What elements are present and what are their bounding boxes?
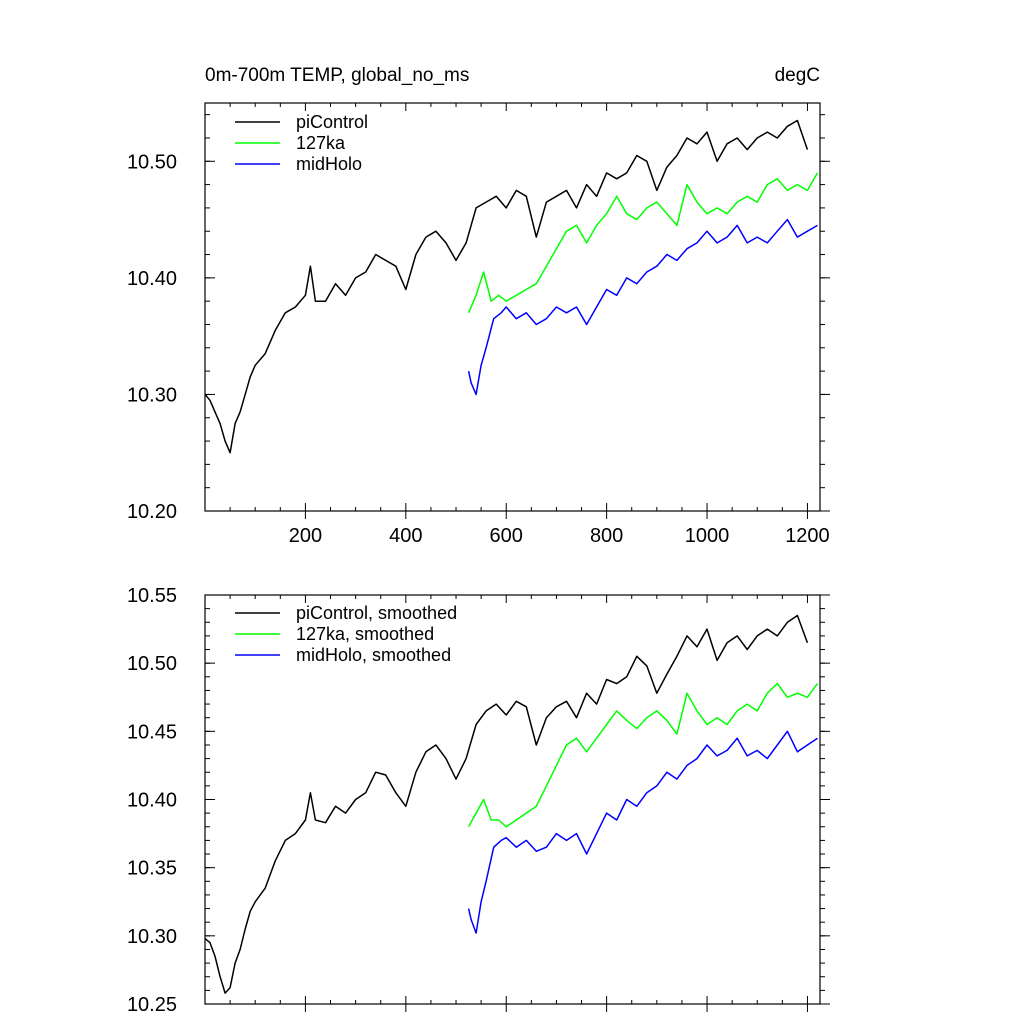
- legend-label-2: midHolo, smoothed: [296, 645, 451, 665]
- legend-label-2: midHolo: [296, 154, 362, 174]
- y-tick-label: 10.45: [127, 721, 177, 743]
- legend-label-1: 127ka, smoothed: [296, 624, 434, 644]
- series-line-2: [467, 218, 818, 396]
- legend-label-0: piControl: [296, 112, 368, 132]
- x-tick-label: 400: [389, 525, 422, 547]
- y-tick-label: 10.50: [127, 653, 177, 675]
- top-panel-ticks: 200 400 600 800 1000 1200 10.20 10.30 10.40 10.50: [127, 103, 830, 547]
- series-line-2: [467, 730, 818, 934]
- bottom-panel: 10.25 10.30 10.35 10.40 10.45 10.50 10.55 piCo…: [127, 585, 830, 1016]
- x-tick-label: 1200: [785, 525, 830, 547]
- y-tick-label: 10.40: [127, 790, 177, 812]
- top-panel-title: 0m-700m TEMP, global_no_ms: [205, 65, 469, 86]
- y-tick-label: 10.55: [127, 585, 177, 607]
- y-tick-label: 10.25: [127, 994, 177, 1016]
- series-line-0: [204, 119, 809, 454]
- bottom-panel-series: [204, 614, 819, 994]
- x-tick-label: 600: [490, 525, 523, 547]
- legend-label-0: piControl, smoothed: [296, 603, 457, 623]
- series-line-1: [467, 172, 819, 314]
- top-panel-series: [204, 119, 819, 454]
- x-tick-label: 200: [289, 525, 322, 547]
- y-tick-label: 10.30: [127, 926, 177, 948]
- legend-label-1: 127ka: [296, 133, 346, 153]
- y-tick-label: 10.40: [127, 268, 177, 290]
- top-panel-units: degC: [775, 65, 820, 86]
- y-tick-label: 10.20: [127, 501, 177, 523]
- y-tick-label: 10.50: [127, 151, 177, 173]
- top-panel: 0m-700m TEMP, global_no_ms degC 200 400 60…: [127, 65, 830, 547]
- top-panel-frame: [204, 102, 821, 512]
- y-tick-label: 10.35: [127, 858, 177, 880]
- x-tick-label: 1000: [685, 525, 730, 547]
- bottom-panel-ticks: 10.25 10.30 10.35 10.40 10.45 10.50 10.55: [127, 585, 830, 1016]
- series-line-1: [467, 682, 819, 828]
- x-tick-label: 800: [590, 525, 623, 547]
- series-line-0: [204, 614, 809, 994]
- y-tick-label: 10.30: [127, 384, 177, 406]
